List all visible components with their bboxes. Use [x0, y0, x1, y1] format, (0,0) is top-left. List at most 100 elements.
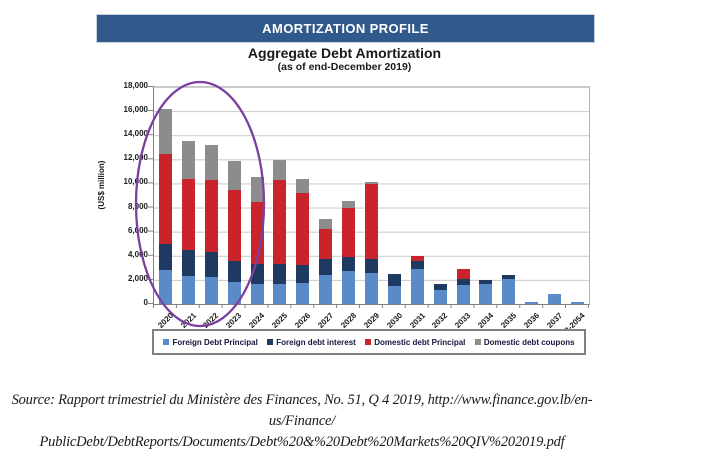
x-axis-tick-label: 2035	[499, 311, 519, 330]
bar-segment	[319, 219, 333, 229]
y-axis-tick-label: 0	[143, 298, 148, 307]
legend-label: Foreign debt interest	[276, 337, 356, 347]
stacked-bar-2035	[502, 275, 516, 304]
bar-segment	[364, 181, 378, 185]
x-axis-tick-label: 2023	[224, 311, 244, 330]
bar-slot-2023	[223, 87, 246, 304]
bar-slot-2032	[429, 87, 452, 304]
stacked-bar-2036	[525, 302, 539, 304]
bar-segment	[296, 282, 310, 304]
bar-segment	[250, 283, 264, 304]
bar-slot-2033	[452, 87, 475, 304]
y-axis-tick-label: 4,000	[127, 249, 148, 259]
legend-swatch-icon	[474, 339, 481, 345]
bar-slot-2024	[246, 87, 269, 304]
x-axis-tick-label: 2033	[453, 311, 473, 330]
stacked-bar-2028	[342, 200, 356, 304]
bar-segment	[296, 178, 310, 194]
bar-slot-2028	[337, 87, 360, 304]
bar-segment	[227, 190, 241, 261]
bar-segment	[387, 285, 401, 304]
y-axis-tick-label: 2,000	[127, 273, 148, 283]
stacked-bar-2029	[364, 181, 378, 304]
bar-segment	[479, 284, 493, 304]
x-axis-tick-label: 2036	[522, 311, 542, 330]
stacked-bar-2027	[319, 219, 333, 304]
bar-segment	[387, 274, 401, 286]
stacked-bar-2025	[273, 159, 287, 304]
y-axis-tick-label: 18,000	[123, 81, 148, 90]
bar-segment	[181, 275, 195, 304]
x-axis-tick-label: 2030	[384, 311, 404, 330]
legend-item: Domestic debt Principal	[365, 338, 465, 347]
bar-segment	[456, 279, 470, 286]
bar-segment	[250, 263, 264, 284]
bar-segment	[227, 160, 241, 191]
stacked-bar-2022	[204, 145, 218, 304]
stacked-bar-2026	[296, 178, 310, 304]
bar-segment	[158, 153, 172, 244]
stacked-bar-2021	[181, 141, 195, 304]
bar-slot-2035	[497, 87, 520, 304]
y-axis-tick-label: 12,000	[123, 153, 148, 163]
bar-segment	[364, 184, 378, 260]
bar-segment	[319, 259, 333, 276]
bar-segment	[250, 176, 264, 203]
y-axis-tick-label: 8,000	[127, 201, 148, 211]
legend-swatch-icon	[163, 339, 170, 345]
x-axis-tick-label: 2024	[247, 311, 267, 330]
x-axis-tick-label: 2037	[545, 311, 565, 330]
bar-segment	[433, 283, 447, 291]
bar-segment	[181, 250, 195, 276]
source-line-2: PublicDebt/DebtReports/Documents/Debt%20…	[39, 434, 565, 450]
x-axis-tick-label: 2020	[155, 311, 175, 330]
x-axis-tick-label: 2025	[270, 311, 290, 330]
bar-segment	[364, 272, 378, 304]
stacked-bar-2024	[250, 176, 264, 304]
bar-segment	[181, 141, 195, 180]
bar-slot-2038-2054	[566, 87, 589, 304]
source-citation: Source: Rapport trimestriel du Ministère…	[6, 390, 598, 451]
plot-area	[153, 86, 590, 305]
bar-segment	[342, 256, 356, 272]
bar-segment	[456, 269, 470, 280]
stacked-bar-2038-2054	[570, 302, 584, 304]
y-axis-tick-label: 16,000	[123, 105, 148, 115]
bar-slot-2021	[177, 87, 200, 304]
bar-segment	[502, 278, 516, 304]
y-axis-tick-label: 14,000	[123, 129, 148, 139]
bar-segment	[273, 263, 287, 284]
y-axis-tick-label: 10,000	[123, 177, 148, 187]
source-line-1: Source: Rapport trimestriel du Ministère…	[11, 392, 593, 429]
bar-segment	[273, 283, 287, 304]
bar-slot-2037	[543, 87, 566, 304]
bar-slot-2029	[360, 87, 383, 304]
bar-segment	[158, 243, 172, 271]
bar-segment	[227, 282, 241, 304]
bar-segment	[433, 290, 447, 304]
legend-item: Foreign Debt Principal	[163, 338, 258, 347]
bar-slot-2025	[268, 87, 291, 304]
bar-slot-2026	[291, 87, 314, 304]
bar-segment	[181, 179, 195, 251]
legend-label: Domestic debt Principal	[374, 337, 466, 347]
bar-segment	[548, 293, 562, 304]
chart-title: Aggregate Debt Amortization	[247, 45, 442, 61]
bar-segment	[204, 252, 218, 278]
stacked-bar-2020	[158, 109, 172, 304]
x-axis-tick-label: 2022	[201, 311, 221, 330]
bar-slot-2034	[474, 87, 497, 304]
stacked-bar-2032	[433, 283, 447, 304]
bar-segment	[410, 260, 424, 270]
legend-item: Domestic debt coupons	[474, 338, 575, 347]
banner-title: AMORTIZATION PROFILE	[262, 21, 429, 36]
bar-segment	[570, 302, 584, 304]
legend-item: Foreign debt interest	[267, 338, 356, 347]
x-axis-tick-label: 2026	[293, 311, 313, 330]
bar-segment	[204, 179, 218, 253]
stacked-bar-2031	[410, 256, 424, 304]
bar-segment	[342, 200, 356, 208]
stacked-bar-2033	[456, 269, 470, 304]
bar-segment	[227, 260, 241, 283]
